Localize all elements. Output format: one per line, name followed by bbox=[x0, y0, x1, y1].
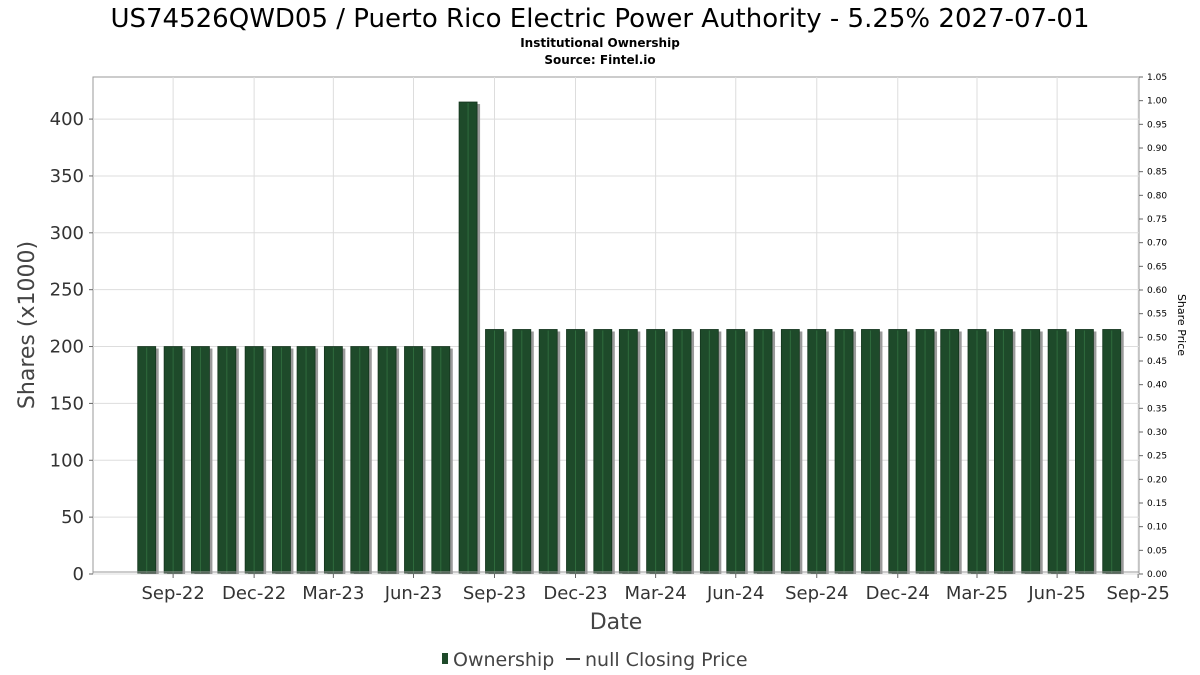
y-right-tick-label: 1.05 bbox=[1147, 73, 1167, 83]
y-axis-left: 0 50 100 150 200 250 300 350 400 bbox=[50, 109, 93, 585]
y-tick-label: 0 bbox=[73, 564, 84, 585]
chart-subtitle-line-2: Source: Fintel.io bbox=[544, 53, 655, 67]
y-tick-label: 300 bbox=[50, 223, 84, 244]
x-tick-label: Sep-25 bbox=[1106, 583, 1169, 604]
y-tick-label: 200 bbox=[50, 337, 84, 358]
x-tick-label: Jun-23 bbox=[384, 583, 443, 604]
y-right-tick-label: 0.85 bbox=[1147, 168, 1167, 178]
y-tick-label: 150 bbox=[50, 393, 84, 414]
y-right-tick-label: 0.20 bbox=[1147, 475, 1167, 485]
legend-ownership-swatch bbox=[442, 653, 448, 664]
chart-title: US74526QWD05 / Puerto Rico Electric Powe… bbox=[110, 4, 1089, 34]
bars bbox=[137, 101, 1124, 574]
y-right-tick-label: 0.25 bbox=[1147, 452, 1167, 462]
y-right-tick-label: 0.30 bbox=[1147, 428, 1167, 438]
x-tick-label: Sep-23 bbox=[463, 583, 526, 604]
legend-ownership-label: Ownership bbox=[453, 649, 554, 671]
y-right-tick-label: 0.70 bbox=[1147, 239, 1167, 249]
y-right-tick-label: 0.45 bbox=[1147, 357, 1167, 367]
y-right-tick-label: 0.55 bbox=[1147, 310, 1167, 320]
x-tick-label: Mar-24 bbox=[625, 583, 687, 604]
x-tick-label: Dec-22 bbox=[222, 583, 286, 604]
y-right-tick-label: 0.65 bbox=[1147, 262, 1167, 272]
y-right-tick-label: 1.00 bbox=[1147, 97, 1167, 107]
x-tick-label: Jun-24 bbox=[706, 583, 765, 604]
y-tick-label: 400 bbox=[50, 109, 84, 130]
y-right-tick-label: 0.80 bbox=[1147, 191, 1167, 201]
chart-subtitle-line-1: Institutional Ownership bbox=[520, 36, 680, 50]
x-tick-label: Dec-24 bbox=[866, 583, 930, 604]
y-right-tick-label: 0.15 bbox=[1147, 499, 1167, 509]
x-tick-label: Mar-25 bbox=[946, 583, 1008, 604]
y-right-tick-label: 0.90 bbox=[1147, 144, 1167, 154]
x-tick-label: Sep-24 bbox=[785, 583, 848, 604]
y-right-tick-label: 0.50 bbox=[1147, 333, 1167, 343]
y-right-tick-label: 0.40 bbox=[1147, 381, 1167, 391]
legend: Ownership null Closing Price bbox=[442, 649, 748, 671]
y-axis-right: 0.00 0.05 0.10 0.15 0.20 0.25 0.30 0.35 0.40 0.45… bbox=[1139, 73, 1167, 580]
x-tick-label: Dec-23 bbox=[543, 583, 607, 604]
x-axis-title: Date bbox=[590, 610, 643, 635]
x-tick-label: Sep-22 bbox=[141, 583, 204, 604]
plot-area bbox=[92, 76, 1140, 575]
y-right-tick-label: 0.95 bbox=[1147, 120, 1167, 130]
y-right-tick-label: 0.75 bbox=[1147, 215, 1167, 225]
y-tick-label: 350 bbox=[50, 166, 84, 187]
x-tick-label: Jun-25 bbox=[1027, 583, 1086, 604]
y-right-tick-label: 0.60 bbox=[1147, 286, 1167, 296]
y-right-tick-label: 0.10 bbox=[1147, 523, 1167, 533]
y-right-tick-label: 0.00 bbox=[1147, 570, 1167, 580]
y-axis-right-title: Share Price bbox=[1175, 294, 1188, 356]
y-right-tick-label: 0.35 bbox=[1147, 404, 1167, 414]
x-tick-label: Mar-23 bbox=[302, 583, 364, 604]
y-right-tick-label: 0.05 bbox=[1147, 546, 1167, 556]
grid bbox=[93, 77, 1139, 575]
y-tick-label: 50 bbox=[61, 507, 84, 528]
y-axis-title: Shares (x1000) bbox=[15, 241, 40, 409]
y-tick-label: 100 bbox=[50, 450, 84, 471]
y-tick-label: 250 bbox=[50, 280, 84, 301]
legend-price-label: null Closing Price bbox=[585, 649, 748, 671]
x-axis: Sep-22 Dec-22 Mar-23 Jun-23 Sep-23 Dec-23 Mar-… bbox=[93, 571, 1170, 604]
